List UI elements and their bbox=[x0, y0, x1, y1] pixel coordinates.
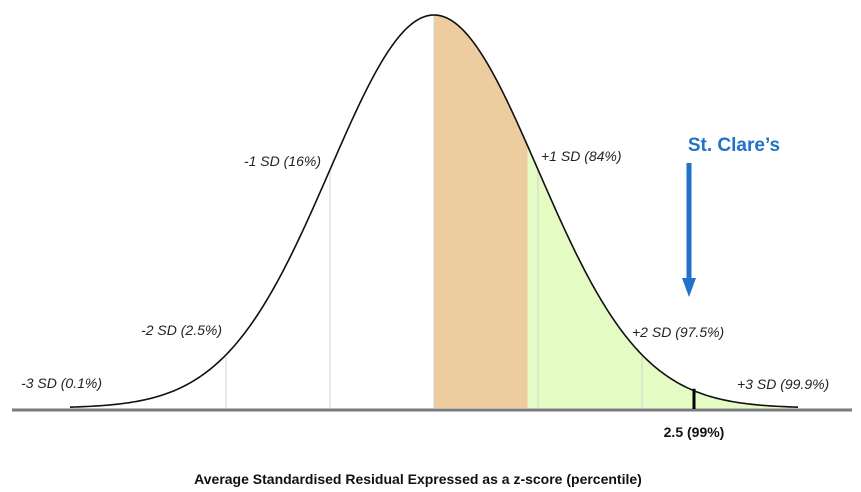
annotation-text: St. Clare’s bbox=[688, 135, 780, 156]
shaded-regions bbox=[434, 15, 798, 408]
arrow-head bbox=[682, 278, 696, 297]
shaded-region-1 bbox=[434, 15, 528, 408]
sd-label: +3 SD (99.9%) bbox=[737, 376, 829, 392]
shaded-region-2 bbox=[527, 145, 798, 408]
sd-label: -1 SD (16%) bbox=[244, 153, 321, 169]
sd-label: -3 SD (0.1%) bbox=[21, 375, 102, 391]
sd-label: +2 SD (97.5%) bbox=[632, 324, 724, 340]
sd-label: -2 SD (2.5%) bbox=[141, 322, 222, 338]
x-axis-label: Average Standardised Residual Expressed … bbox=[194, 471, 642, 487]
sd-gridlines bbox=[225, 17, 643, 408]
annotation-arrow bbox=[682, 163, 696, 297]
sd-label: +1 SD (84%) bbox=[541, 148, 622, 164]
normal-curve bbox=[69, 14, 799, 408]
marker-label: 2.5 (99%) bbox=[664, 424, 725, 440]
sd-labels: -3 SD (0.1%) -2 SD (2.5%) -1 SD (16%) +1 SD… bbox=[21, 148, 829, 392]
